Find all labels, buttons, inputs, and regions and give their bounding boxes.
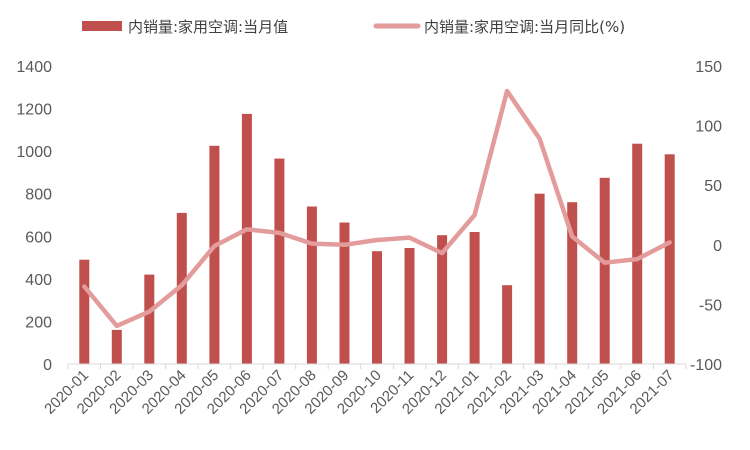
- axes: 0 200 400 600 800 1000 1200 1400 -100 -50 0 50 100 15…: [16, 59, 722, 418]
- bar-2021-01: [469, 232, 480, 364]
- bar-2020-04: [176, 212, 187, 364]
- bar-2020-05: [209, 145, 220, 364]
- y-right-tick-label: 50: [704, 178, 722, 195]
- y-right-tick-label: 100: [695, 119, 722, 136]
- legend-bar-label: 内销量:家用空调:当月值: [128, 18, 288, 36]
- legend-bar-swatch: [82, 21, 122, 31]
- bar-2021-03: [534, 193, 545, 364]
- y-left-tick-label: 1200: [16, 102, 52, 119]
- y-left-tick-label: 1000: [16, 144, 52, 161]
- y-right-tick-label: -50: [699, 297, 722, 314]
- y-right-tick-label: 0: [713, 238, 722, 255]
- bar-2021-07: [664, 154, 675, 364]
- y-right-tick-label: 150: [695, 59, 722, 76]
- legend: 内销量:家用空调:当月值 内销量:家用空调:当月同比(%): [82, 18, 625, 36]
- bar-2020-12: [437, 235, 448, 364]
- bar-2021-04: [567, 202, 578, 364]
- y-left-tick-label: 200: [25, 314, 52, 331]
- bar-2020-08: [306, 206, 317, 364]
- yoy-line: [82, 88, 672, 329]
- bar-2021-02: [502, 285, 513, 364]
- y-left-tick-label: 800: [25, 187, 52, 204]
- bar-series: [79, 113, 675, 365]
- bar-2020-11: [404, 248, 415, 364]
- y-left-tick-label: 400: [25, 272, 52, 289]
- y-left-tick-label: 600: [25, 229, 52, 246]
- bar-2020-01: [79, 259, 90, 364]
- bar-2021-06: [632, 143, 643, 364]
- y-left-tick-label: 0: [43, 357, 52, 374]
- bar-2020-03: [144, 274, 155, 364]
- bar-2020-02: [111, 329, 122, 364]
- line-series: [82, 88, 672, 329]
- y-right-tick-label: -100: [690, 357, 722, 374]
- bar-2020-10: [372, 251, 382, 364]
- y-left-tick-label: 1400: [16, 59, 52, 76]
- legend-line-label: 内销量:家用空调:当月同比(%): [424, 18, 625, 36]
- bar-2020-09: [339, 222, 350, 364]
- bar-2020-07: [274, 158, 285, 364]
- bar-2020-06: [241, 113, 252, 365]
- bar-2021-05: [599, 177, 610, 365]
